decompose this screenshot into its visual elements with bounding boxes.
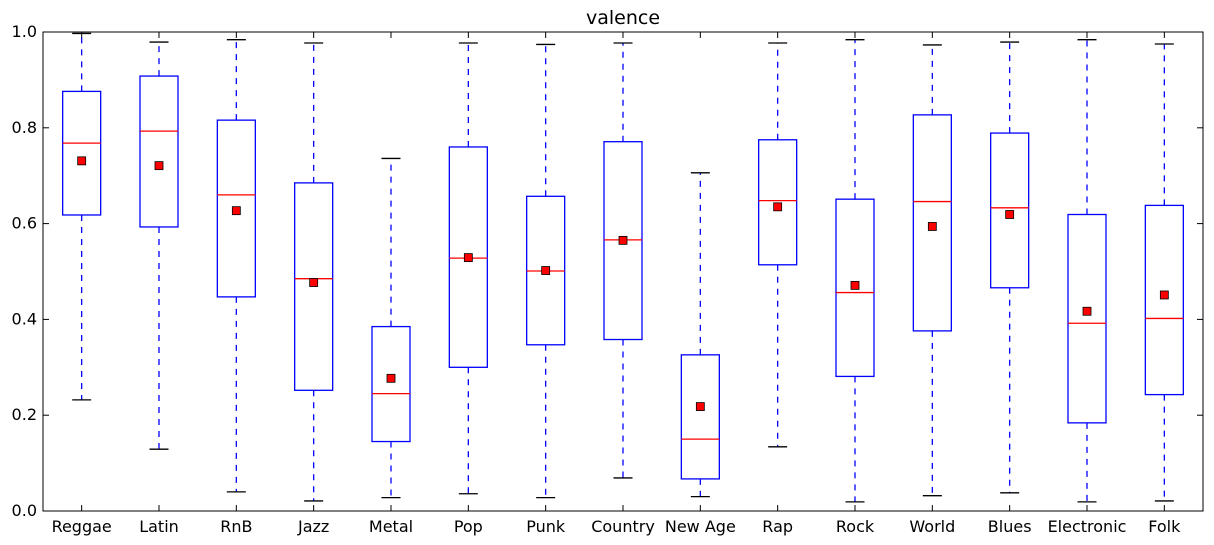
- x-tick-label: Rock: [836, 517, 875, 536]
- mean-marker: [154, 161, 164, 171]
- y-tick-label: 1.0: [12, 22, 37, 41]
- x-tick-label: Pop: [454, 517, 483, 536]
- iqr-box: [1144, 204, 1184, 396]
- y-tick-label: 0.0: [12, 501, 37, 520]
- mean-marker: [77, 156, 87, 166]
- x-tick-label: Rap: [762, 517, 793, 536]
- box-latin: [139, 41, 179, 450]
- box-reggae: [62, 32, 102, 401]
- mean-marker: [541, 266, 551, 275]
- box-new-age: [680, 172, 720, 498]
- y-tick-label: 0.6: [12, 214, 37, 233]
- x-tick-label: Jazz: [297, 517, 329, 536]
- x-tick-label: Country: [591, 517, 655, 536]
- iqr-box: [371, 325, 411, 443]
- x-tick-label: World: [909, 517, 955, 536]
- x-tick-label: Folk: [1148, 517, 1181, 536]
- plot-frame: [42, 31, 1204, 512]
- iqr-box: [216, 119, 256, 298]
- mean-marker: [231, 206, 241, 216]
- iqr-box: [912, 114, 952, 332]
- box-electronic: [1067, 39, 1107, 503]
- box-rock: [835, 39, 875, 503]
- x-tick-label: Latin: [139, 517, 179, 536]
- mean-marker: [463, 253, 473, 263]
- iqr-box: [835, 198, 875, 378]
- mean-marker: [386, 373, 396, 383]
- iqr-box: [139, 75, 179, 228]
- iqr-box: [680, 354, 720, 480]
- y-tick-label: 0.2: [12, 405, 37, 424]
- mean-marker: [850, 280, 860, 290]
- iqr-box: [758, 139, 798, 266]
- x-tick-label: Punk: [526, 517, 566, 536]
- mean-marker: [1005, 210, 1015, 219]
- mean-marker: [773, 202, 783, 212]
- mean-marker: [618, 235, 628, 245]
- iqr-box: [62, 90, 102, 216]
- chart-title: valence: [586, 7, 660, 29]
- x-tick-label: Reggae: [52, 517, 112, 536]
- box-folk: [1144, 43, 1184, 502]
- box-rnb: [216, 39, 256, 493]
- y-tick-label: 0.8: [12, 118, 37, 137]
- iqr-box: [294, 182, 334, 391]
- mean-marker: [1159, 290, 1169, 300]
- x-axis: Reggae Latin RnB Jazz Metal Pop Punk Country New…: [52, 32, 1181, 536]
- iqr-box: [448, 146, 488, 368]
- x-tick-label: New Age: [665, 517, 736, 536]
- x-tick-label: Metal: [369, 517, 413, 536]
- box-rap: [758, 42, 798, 448]
- mean-marker: [1082, 306, 1092, 316]
- box-pop: [448, 42, 488, 495]
- iqr-box: [990, 132, 1030, 289]
- box-punk: [526, 43, 566, 499]
- mean-marker: [695, 402, 705, 411]
- box-blues: [990, 41, 1030, 494]
- y-tick-label: 0.4: [12, 309, 37, 328]
- x-tick-label: RnB: [220, 517, 252, 536]
- boxes-group: [62, 32, 1184, 503]
- box-jazz: [294, 42, 334, 502]
- box-country: [603, 42, 643, 479]
- mean-marker: [309, 278, 319, 287]
- box-world: [912, 44, 952, 497]
- x-tick-label: Blues: [988, 517, 1032, 536]
- box-metal: [371, 157, 411, 499]
- iqr-box: [603, 141, 643, 341]
- iqr-box: [1067, 213, 1107, 424]
- x-tick-label: Electronic: [1048, 517, 1127, 536]
- mean-marker: [927, 222, 937, 231]
